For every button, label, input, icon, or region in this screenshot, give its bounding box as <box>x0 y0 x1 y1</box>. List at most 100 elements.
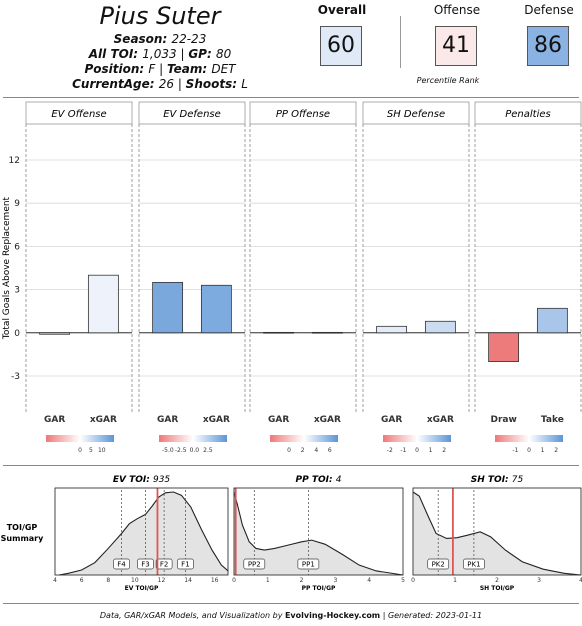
x-tick-label: 0 <box>411 577 415 584</box>
legend-tick-label: 4 <box>314 447 318 454</box>
marker-label-pp1: PP1 <box>302 561 315 569</box>
toi-title-colon: : <box>146 475 153 485</box>
toi-panel-frame <box>412 487 582 576</box>
toi-xlabel: SH TOI/GP <box>480 585 515 592</box>
legend-tick-label: -2.5 <box>175 447 187 454</box>
toi-gp-line: All TOI: 1,033 | GP: 80 <box>88 47 232 61</box>
legend-tick-label: -2 <box>387 447 393 454</box>
gar-panel-ev-offense: EV Offense GAR xGAR 0 5 10 <box>25 101 133 454</box>
toi-ylabel-line1: TOI/GP <box>7 523 38 532</box>
legend-tick-label: 2 <box>442 447 446 454</box>
toi-panel-3: SH TOI: 75 PK2 PK1 0 1 2 3 4 SH TOI/GP <box>411 475 582 592</box>
category-label: Take <box>541 415 564 425</box>
marker-label-box <box>427 558 450 570</box>
x-tick-label: 14 <box>184 577 192 584</box>
bar-take <box>536 307 568 334</box>
footer-separator <box>3 603 579 604</box>
percentile-rank-label: Percentile Rank <box>416 76 480 85</box>
x-tick-label: 8 <box>106 577 110 584</box>
legend-tick-label: 10 <box>98 447 106 454</box>
marker-label-box <box>297 558 320 570</box>
density-line <box>233 491 404 576</box>
x-tick-label: 4 <box>579 577 582 584</box>
toi-title-colon: : <box>329 475 336 485</box>
marker-label-f3: F3 <box>141 561 149 569</box>
category-label: xGAR <box>203 415 230 425</box>
panel-title-strip <box>138 101 246 125</box>
gar-panel-sh-defense: SH Defense GAR xGAR -2 -1 0 1 2 <box>362 101 470 454</box>
offense-score-box: 41 <box>435 26 477 66</box>
panel-title: SH Defense <box>387 109 445 120</box>
toi-xlabel: PP TOI/GP <box>302 585 336 592</box>
category-label: xGAR <box>427 415 454 425</box>
bar-xgar <box>87 274 119 334</box>
mid-separator <box>3 465 579 466</box>
y-tick-label: -3 <box>11 372 20 382</box>
y-axis-label: Total Goals Above Replacement <box>2 196 12 340</box>
panel-title: EV Offense <box>51 109 106 120</box>
x-tick-label: 2 <box>495 577 499 584</box>
marker-label-box <box>177 558 194 570</box>
gar-panel-penalties: Penalties Draw Take -1 0 1 2 <box>474 101 582 454</box>
color-legend-bar <box>495 435 563 442</box>
marker-label-f2: F2 <box>160 561 168 569</box>
color-legend-bar <box>46 435 114 442</box>
bar-gar <box>39 332 71 335</box>
gar-bar-chart: Total Goals Above Replacement-3036912EV … <box>2 101 582 454</box>
x-tick-label: 1 <box>266 577 270 584</box>
toi-title-label: EV TOI <box>113 475 147 485</box>
x-tick-label: 16 <box>211 577 219 584</box>
panel-title-strip <box>474 101 582 125</box>
season-line: Season: 22-23 <box>113 32 207 46</box>
bar-xgar <box>424 320 456 334</box>
toi-panel-title: SH TOI: 75 <box>471 475 524 485</box>
category-label: GAR <box>44 415 65 425</box>
team-value: DET <box>211 62 236 76</box>
density-area <box>413 492 581 575</box>
marker-label-box <box>113 558 130 570</box>
bar-gar <box>376 325 408 334</box>
legend-tick-label: 0 <box>527 447 531 454</box>
legend-tick-label: -5.0 <box>162 447 174 454</box>
toi-title-label: PP TOI <box>296 475 330 485</box>
marker-label-pk2: PK2 <box>432 561 445 569</box>
bar-draw <box>488 332 520 363</box>
team-label: Team <box>166 62 203 76</box>
toi-xlabel: EV TOI/GP <box>125 585 159 592</box>
x-tick-label: 3 <box>537 577 541 584</box>
bar-xgar <box>311 331 343 334</box>
legend-tick-label: -1 <box>400 447 406 454</box>
age-value: 26 <box>158 77 174 91</box>
toi-panel-frame <box>233 487 404 576</box>
density-line <box>412 491 582 576</box>
x-tick-label: 4 <box>53 577 57 584</box>
shoots-value: L <box>241 77 248 91</box>
gp-value: 80 <box>215 47 232 61</box>
legend-tick-label: 0.0 <box>190 447 200 454</box>
y-tick-label: 3 <box>14 286 20 296</box>
overall-score-box: 60 <box>320 26 362 66</box>
y-tick-label: 9 <box>14 199 20 209</box>
toi-label: All TOI <box>88 47 134 61</box>
category-label: GAR <box>157 415 178 425</box>
marker-label-pp2: PP2 <box>248 561 261 569</box>
toi-title-colon: : <box>505 475 512 485</box>
panel-title: EV Defense <box>163 109 221 120</box>
footer-credit: Data, GAR/xGAR Models, and Visualization… <box>0 611 582 620</box>
legend-tick-label: 1 <box>429 447 433 454</box>
toi-panel-2: PP TOI: 4 PP2 PP1 0 1 2 3 4 5 PP TOI/GP <box>232 475 405 592</box>
age-shoots-line: CurrentAge: 26 | Shoots: L <box>72 77 248 91</box>
x-tick-label: 5 <box>401 577 405 584</box>
category-label: GAR <box>268 415 289 425</box>
category-label: xGAR <box>90 415 117 425</box>
season-label: Season <box>113 32 163 46</box>
toi-panel-1: EV TOI: 935 F4 F3 F2 F1 4 6 8 10 12 14 16 EV TOI/GP <box>53 475 229 592</box>
legend-tick-label: 5 <box>89 447 93 454</box>
legend-tick-label: 0 <box>287 447 291 454</box>
marker-label-box <box>137 558 154 570</box>
x-tick-label: 3 <box>333 577 337 584</box>
header-separator <box>3 97 579 98</box>
toi-value: 1,033 <box>142 47 177 61</box>
category-label: Draw <box>490 415 516 425</box>
panel-title-strip <box>249 101 357 125</box>
